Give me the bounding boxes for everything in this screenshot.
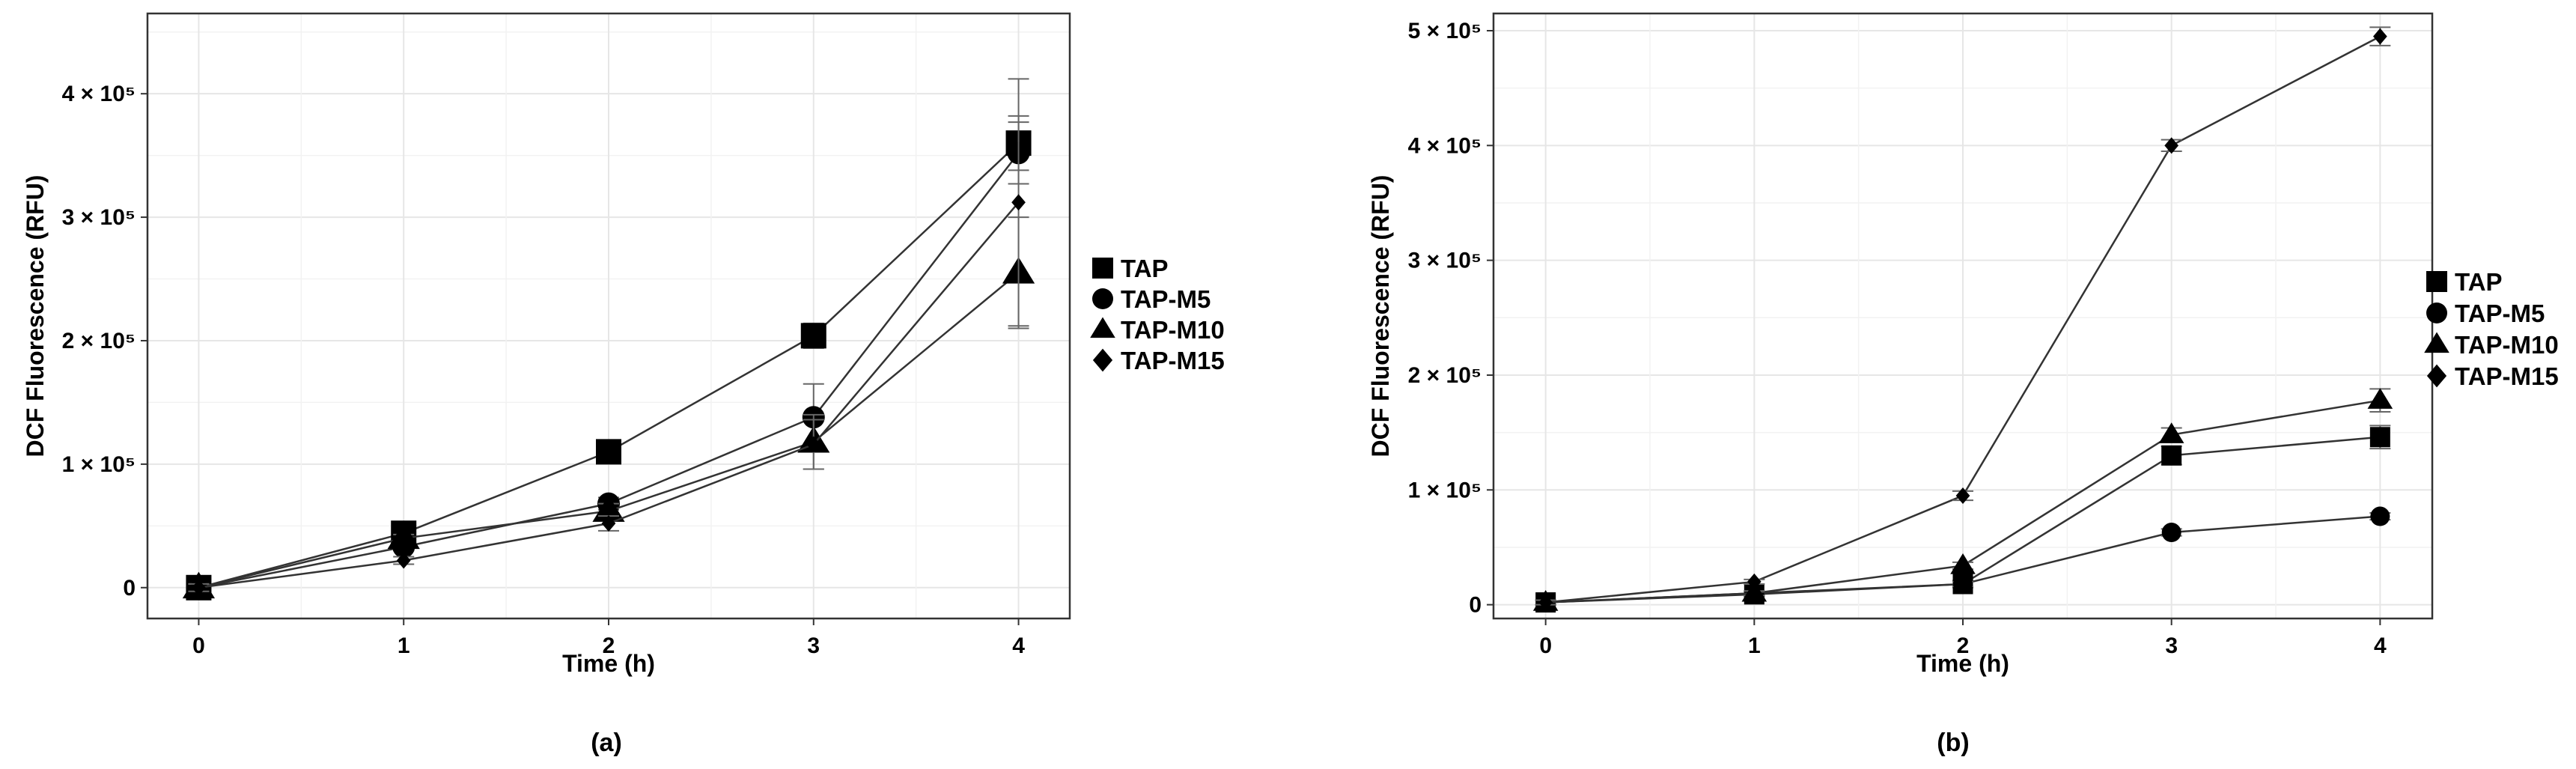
data-point xyxy=(2372,28,2387,45)
y-tick-label: 3 × 10⁵ xyxy=(62,205,136,230)
data-point xyxy=(601,515,616,532)
legend-marker xyxy=(2426,303,2447,323)
legend-item: TAP-M10 xyxy=(2424,331,2559,359)
legend: TAP TAP-M5 TAP-M10 TAP-M15 xyxy=(1090,255,1225,374)
panel-label: (b) xyxy=(1937,729,1969,757)
legend-item: TAP-M5 xyxy=(2426,300,2545,327)
y-tick-label: 1 × 10⁵ xyxy=(62,452,136,477)
data-point xyxy=(596,439,621,465)
y-tick-label: 0 xyxy=(1469,593,1482,618)
x-tick-label: 4 xyxy=(2374,633,2387,658)
data-point xyxy=(1011,194,1026,211)
data-point xyxy=(1538,594,1553,611)
data-point xyxy=(1955,487,1970,504)
data-point xyxy=(2369,427,2390,448)
x-tick-label: 0 xyxy=(192,633,205,658)
data-point xyxy=(592,495,625,522)
legend-item: TAP-M15 xyxy=(2426,362,2559,390)
x-tick-label: 2 xyxy=(1957,633,1970,658)
legend-label: TAP xyxy=(2455,268,2503,296)
y-tick-label: 3 × 10⁵ xyxy=(1408,249,1482,273)
data-point xyxy=(396,552,411,569)
x-tick-label: 1 xyxy=(398,633,410,658)
legend-item: TAP xyxy=(2426,268,2503,296)
legend-label: TAP xyxy=(1121,255,1169,282)
y-tick-label: 0 xyxy=(123,576,136,601)
legend-marker xyxy=(2426,364,2447,388)
chart-a: 0 1 2 3 4 0 1 × 10⁵ 2 × 10⁵ 3 × 10⁵ 4 × 10⁵ Time (… xyxy=(22,12,1225,757)
data-point xyxy=(2164,137,2179,154)
plot-border xyxy=(146,12,1071,620)
legend-marker xyxy=(2426,271,2447,292)
chart-b: 0 1 2 3 4 0 1 × 10⁵ 2 × 10⁵ 3 × 10⁵ 4 × 10⁵ 5 × 10… xyxy=(1367,12,2559,757)
legend-marker xyxy=(1092,258,1113,279)
legend-marker xyxy=(1090,317,1115,338)
data-point xyxy=(800,323,826,349)
x-axis-title: Time (h) xyxy=(562,650,655,677)
legend-marker xyxy=(1092,348,1113,372)
legend-item: TAP-M5 xyxy=(1092,285,1211,313)
y-tick-label: 1 × 10⁵ xyxy=(1408,478,1482,502)
x-tick-label: 1 xyxy=(1748,633,1761,658)
data-point xyxy=(387,522,420,550)
legend: TAP TAP-M5 TAP-M10 TAP-M15 xyxy=(2424,268,2559,390)
legend-item: TAP-M15 xyxy=(1092,347,1225,374)
x-tick-label: 3 xyxy=(2165,633,2178,658)
y-tick-label: 2 × 10⁵ xyxy=(1408,363,1482,388)
y-tick-label: 5 × 10⁵ xyxy=(1408,19,1482,43)
legend-label: TAP-M15 xyxy=(2455,362,2559,390)
legend-label: TAP-M10 xyxy=(1121,316,1225,344)
y-axis-title: DCF Fluorescence (RFU) xyxy=(22,175,49,458)
legend-item: TAP-M10 xyxy=(1090,316,1225,344)
data-point xyxy=(192,579,206,596)
y-tick-label: 4 × 10⁵ xyxy=(62,82,136,106)
grid-lines xyxy=(1493,13,2432,618)
x-axis-title: Time (h) xyxy=(1916,650,2009,677)
data-point xyxy=(1953,574,1973,595)
legend-label: TAP-M5 xyxy=(1121,285,1211,313)
panel-label: (a) xyxy=(591,729,622,757)
x-tick-label: 3 xyxy=(807,633,820,658)
series-tap-m15 xyxy=(188,78,1029,596)
data-point xyxy=(2161,523,2181,543)
data-point xyxy=(2158,422,2184,443)
data-point xyxy=(2161,445,2182,466)
y-tick-label: 4 × 10⁵ xyxy=(1408,133,1482,158)
data-point xyxy=(2370,506,2390,526)
series-tap-m10 xyxy=(1532,388,2393,611)
x-tick-label: 0 xyxy=(1539,633,1552,658)
series-tap-m15 xyxy=(1535,26,2391,611)
data-point xyxy=(1950,553,1976,574)
x-tick-label: 4 xyxy=(1012,633,1025,658)
y-axis-title: DCF Fluorescence (RFU) xyxy=(1367,175,1394,458)
data-point xyxy=(1741,580,1767,602)
legend-marker xyxy=(1092,288,1113,309)
data-point xyxy=(2367,388,2393,409)
legend-marker xyxy=(2424,332,2449,353)
legend-item: TAP xyxy=(1092,255,1169,282)
legend-label: TAP-M5 xyxy=(2455,300,2545,327)
legend-label: TAP-M10 xyxy=(2455,331,2559,359)
data-point xyxy=(806,436,821,453)
x-tick-label: 2 xyxy=(603,633,615,658)
data-point xyxy=(1747,573,1762,590)
y-tick-label: 2 × 10⁵ xyxy=(62,329,136,353)
legend-label: TAP-M15 xyxy=(1121,347,1225,374)
